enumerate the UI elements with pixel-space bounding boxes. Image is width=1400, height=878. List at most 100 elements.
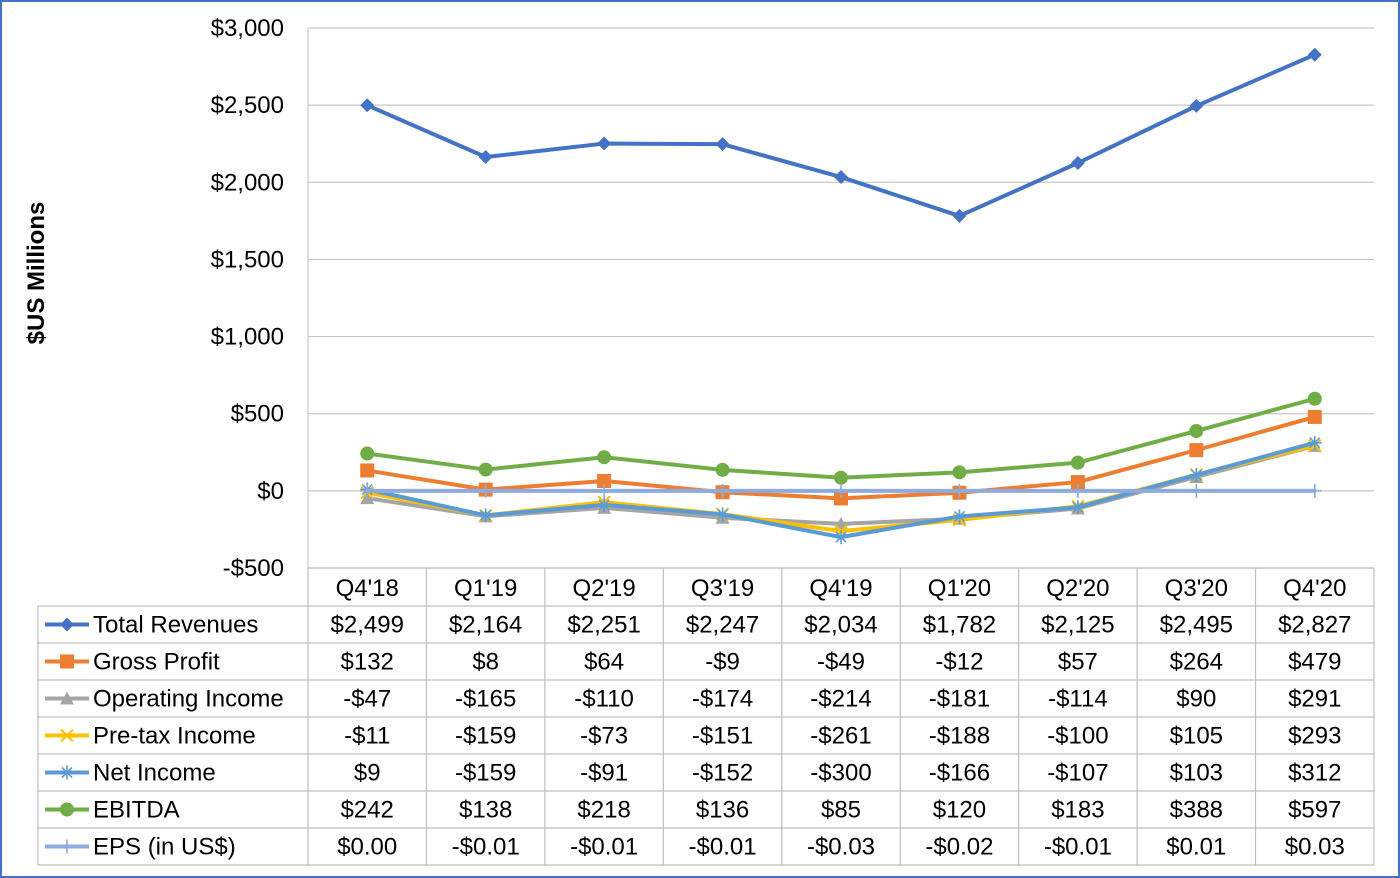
data-table: Q4'18 Q1'19 Q2'19 Q3'19 Q4'19 Q1'20 Q2'20 Q3'20… [37, 567, 1375, 866]
data-table-cell: $132 [341, 649, 394, 676]
data-point [478, 483, 493, 498]
data-table-cell: $0.03 [1285, 834, 1345, 861]
x-tick-label: Q4'18 [336, 575, 399, 602]
legend-entry: EPS (in US$) [45, 834, 236, 861]
data-point [834, 170, 848, 185]
legend-marker [60, 802, 74, 817]
legend-label: Operating Income [93, 686, 284, 713]
series-total-revenues [360, 47, 1322, 223]
legend-entry: Net Income [45, 760, 216, 787]
data-table-cell: $183 [1051, 797, 1104, 824]
data-point [1307, 47, 1322, 62]
data-table-cell: -$0.01 [689, 834, 757, 861]
x-tick-label: Q1'19 [454, 575, 517, 602]
data-table-cell: -$214 [810, 686, 871, 713]
data-table-cell: $103 [1170, 760, 1223, 787]
data-table-cell: -$0.01 [570, 834, 638, 861]
data-point [597, 497, 612, 512]
data-point [597, 136, 612, 151]
data-point [1307, 483, 1322, 498]
data-table-cell: -$181 [929, 686, 990, 713]
data-table-cell: -$300 [810, 760, 871, 787]
data-table-cell: $264 [1170, 649, 1223, 676]
series-eps-in-us [360, 483, 1322, 498]
data-table-cell: $0.01 [1166, 834, 1226, 861]
series-lines [360, 47, 1322, 545]
data-point [1307, 409, 1322, 424]
data-point [952, 208, 967, 223]
y-axis-label: $US Millions [23, 202, 50, 345]
data-table-cell: $8 [472, 649, 499, 676]
data-point [597, 450, 612, 465]
data-table-cell: -$188 [929, 723, 990, 750]
data-table-cell: -$12 [935, 649, 983, 676]
data-point [834, 470, 848, 485]
data-table-cell: $218 [577, 797, 630, 824]
data-point [1070, 156, 1085, 170]
legend-label: EBITDA [93, 797, 180, 824]
legend-entry: Operating Income [45, 686, 284, 713]
data-point [1070, 500, 1085, 515]
y-tick-label: $500 [231, 401, 284, 428]
data-table-cell: -$0.03 [807, 834, 875, 861]
x-tick-label: Q2'20 [1046, 575, 1109, 602]
data-table-cell: $2,164 [449, 612, 522, 639]
data-table-cell: -$0.01 [1044, 834, 1112, 861]
data-table-cell: $0.00 [337, 834, 397, 861]
data-table-cell: -$47 [343, 686, 391, 713]
data-table-cell: $2,499 [331, 612, 404, 639]
data-point [360, 463, 375, 478]
data-point [952, 465, 967, 480]
series-ebitda [360, 391, 1322, 485]
data-table-cell: -$107 [1047, 760, 1108, 787]
y-tick-label: $1,000 [211, 324, 284, 351]
data-point [1189, 443, 1204, 458]
y-tick-label: $2,500 [211, 92, 284, 119]
data-table-cell: $2,247 [686, 612, 759, 639]
data-point [1070, 455, 1085, 470]
data-table-cell: -$166 [929, 760, 990, 787]
y-tick-label: -$500 [223, 555, 284, 582]
legend-marker [60, 691, 74, 705]
data-table-cell: -$152 [692, 760, 753, 787]
data-table-cell: $57 [1058, 649, 1098, 676]
x-tick-label: Q4'19 [809, 575, 872, 602]
data-table-cell: -$174 [692, 686, 753, 713]
data-point [478, 149, 493, 164]
data-point [360, 98, 375, 113]
data-table-cell: -$261 [810, 723, 871, 750]
data-point [478, 508, 493, 523]
legend-entry: Pre-tax Income [45, 723, 256, 750]
data-point [597, 483, 612, 498]
data-table-cell: $2,125 [1041, 612, 1114, 639]
legend-marker [60, 728, 74, 743]
y-tick-label: $1,500 [211, 246, 284, 273]
x-tick-label: Q3'19 [691, 575, 754, 602]
legend-marker [60, 765, 74, 780]
legend-label: Pre-tax Income [93, 723, 256, 750]
data-point [1070, 475, 1085, 490]
data-table-cell: $293 [1288, 723, 1341, 750]
data-table-cell: -$165 [455, 686, 516, 713]
legend-entry: Total Revenues [45, 612, 258, 639]
data-table-cell: $479 [1288, 649, 1341, 676]
data-point [1307, 435, 1322, 450]
data-point [715, 137, 730, 152]
data-point [1189, 98, 1204, 113]
data-point [597, 473, 612, 488]
data-table-cell: $312 [1288, 760, 1341, 787]
x-tick-label: Q2'19 [572, 575, 635, 602]
legend-marker [60, 839, 74, 854]
data-table-cell: -$0.02 [925, 834, 993, 861]
data-point [715, 462, 730, 477]
data-point [952, 509, 967, 524]
series-gross-profit [360, 409, 1322, 506]
data-table-cell: -$100 [1047, 723, 1108, 750]
x-tick-label: Q3'20 [1165, 575, 1228, 602]
data-table-cell: $85 [821, 797, 861, 824]
x-tick-label: Q4'20 [1283, 575, 1346, 602]
data-table-cell: -$151 [692, 723, 753, 750]
data-table-cell: $2,495 [1160, 612, 1233, 639]
data-point [1070, 483, 1085, 498]
